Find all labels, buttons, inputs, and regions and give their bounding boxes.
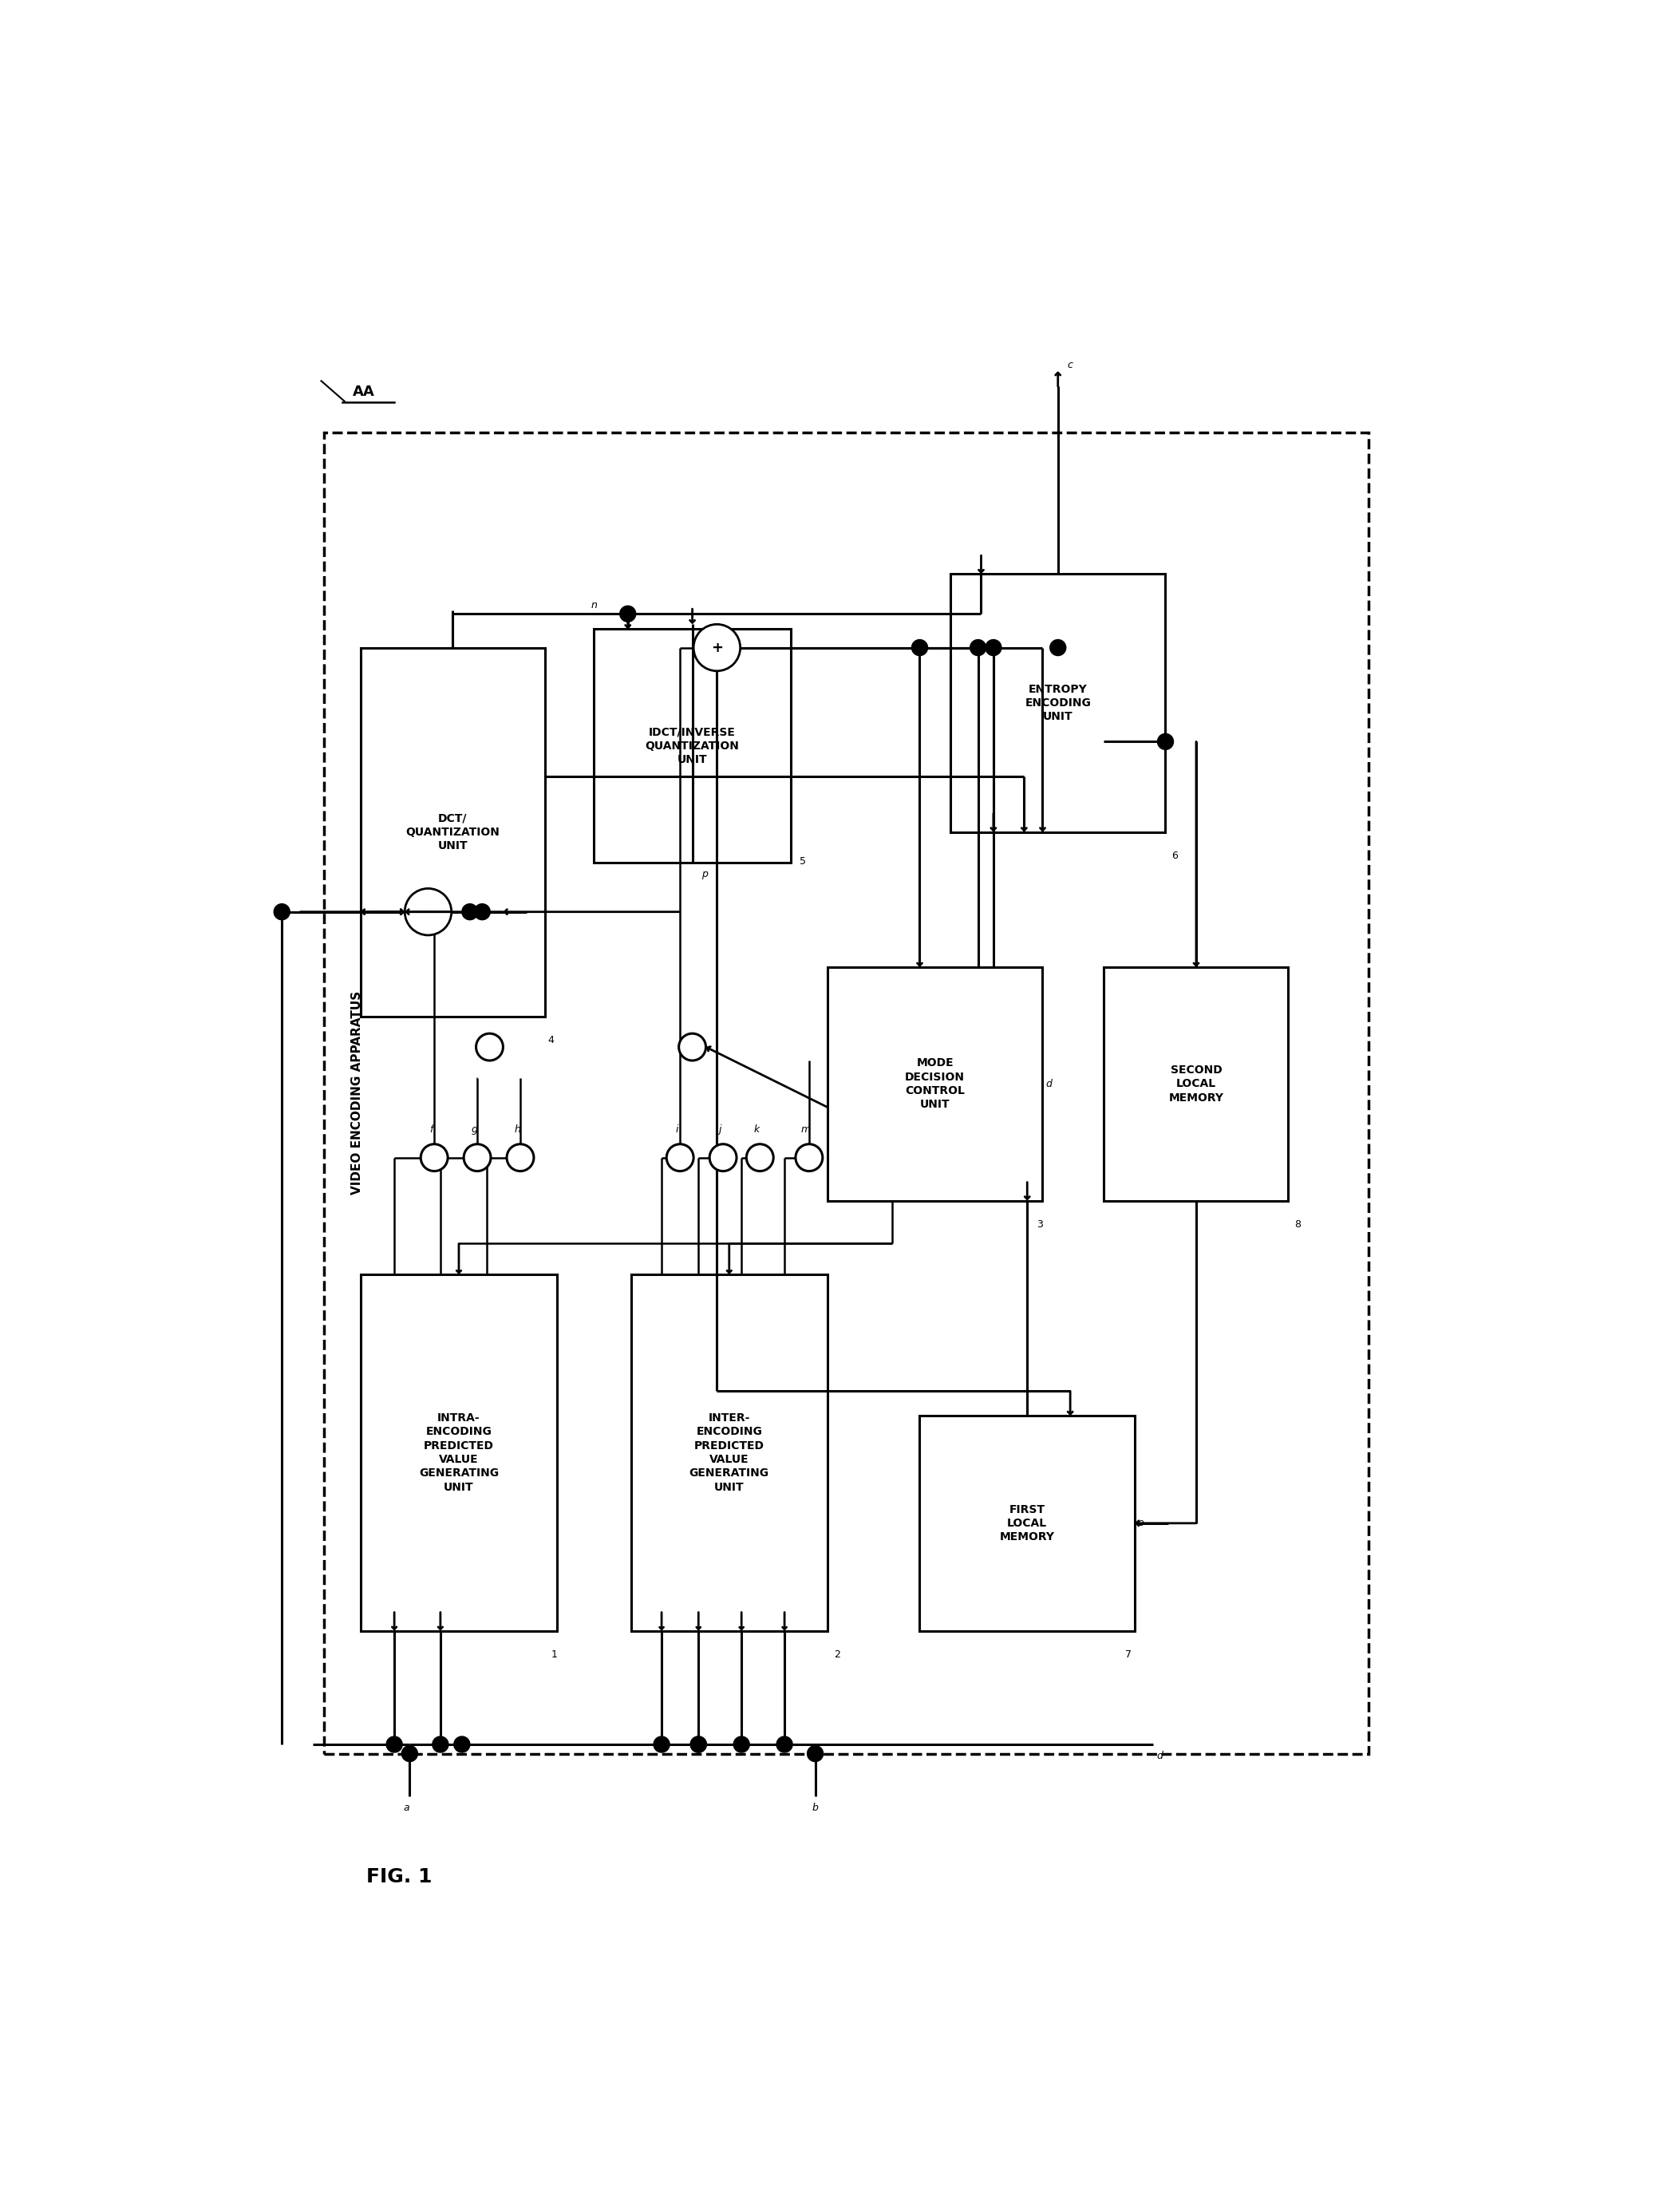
Text: SECOND
LOCAL
MEMORY: SECOND LOCAL MEMORY: [1168, 1064, 1223, 1104]
Text: b: b: [812, 1803, 819, 1814]
Circle shape: [475, 905, 490, 920]
FancyBboxPatch shape: [593, 628, 790, 863]
Circle shape: [461, 905, 478, 920]
Text: -: -: [424, 905, 431, 918]
Circle shape: [690, 1736, 707, 1752]
FancyBboxPatch shape: [324, 434, 1369, 1754]
Circle shape: [777, 1736, 792, 1752]
FancyBboxPatch shape: [632, 1274, 827, 1630]
Circle shape: [1049, 639, 1066, 655]
Text: m: m: [800, 1124, 810, 1135]
Text: INTER-
ENCODING
PREDICTED
VALUE
GENERATING
UNIT: INTER- ENCODING PREDICTED VALUE GENERATI…: [688, 1413, 769, 1493]
Circle shape: [465, 1144, 491, 1170]
Text: INTRA-
ENCODING
PREDICTED
VALUE
GENERATING
UNIT: INTRA- ENCODING PREDICTED VALUE GENERATI…: [419, 1413, 498, 1493]
Text: +: +: [710, 641, 724, 655]
Circle shape: [476, 1033, 503, 1060]
Text: IDCT/INVERSE
QUANTIZATION
UNIT: IDCT/INVERSE QUANTIZATION UNIT: [645, 726, 739, 765]
Circle shape: [386, 1736, 403, 1752]
Circle shape: [710, 1144, 737, 1170]
Circle shape: [274, 905, 289, 920]
FancyBboxPatch shape: [951, 573, 1165, 832]
FancyBboxPatch shape: [361, 648, 545, 1015]
FancyBboxPatch shape: [827, 967, 1043, 1201]
Text: d: d: [1156, 1750, 1163, 1761]
Text: 6: 6: [1171, 849, 1178, 860]
Circle shape: [667, 1144, 693, 1170]
Text: j: j: [719, 1124, 722, 1135]
Circle shape: [433, 1736, 448, 1752]
Text: e: e: [1138, 1517, 1145, 1528]
Text: 7: 7: [1126, 1650, 1131, 1659]
Text: FIG. 1: FIG. 1: [366, 1867, 433, 1887]
Circle shape: [734, 1736, 750, 1752]
Text: FIRST
LOCAL
MEMORY: FIRST LOCAL MEMORY: [999, 1504, 1054, 1542]
Circle shape: [986, 639, 1001, 655]
FancyBboxPatch shape: [919, 1416, 1135, 1630]
Circle shape: [455, 1736, 470, 1752]
Text: k: k: [754, 1124, 760, 1135]
Circle shape: [421, 1144, 448, 1170]
Text: 8: 8: [1295, 1219, 1302, 1230]
Circle shape: [404, 889, 451, 936]
Text: 2: 2: [834, 1650, 841, 1659]
Text: ENTROPY
ENCODING
UNIT: ENTROPY ENCODING UNIT: [1024, 684, 1091, 723]
Text: DCT/
QUANTIZATION
UNIT: DCT/ QUANTIZATION UNIT: [406, 812, 500, 852]
Text: n: n: [592, 599, 597, 611]
Text: 3: 3: [1036, 1219, 1043, 1230]
Text: VIDEO ENCODING APPARATUS: VIDEO ENCODING APPARATUS: [351, 991, 363, 1194]
Text: a: a: [404, 1803, 409, 1814]
Circle shape: [795, 1144, 822, 1170]
Text: d: d: [1046, 1079, 1053, 1088]
Text: 4: 4: [548, 1035, 555, 1044]
Text: i: i: [675, 1124, 678, 1135]
Text: p: p: [702, 869, 709, 878]
Circle shape: [620, 606, 635, 622]
FancyBboxPatch shape: [361, 1274, 556, 1630]
Text: AA: AA: [353, 385, 374, 398]
Text: c: c: [1068, 361, 1073, 369]
Circle shape: [747, 1144, 774, 1170]
Circle shape: [1158, 734, 1173, 750]
Circle shape: [653, 1736, 670, 1752]
Circle shape: [678, 1033, 705, 1060]
Circle shape: [690, 1736, 707, 1752]
Text: 1: 1: [551, 1650, 558, 1659]
Circle shape: [807, 1745, 824, 1761]
Text: MODE
DECISION
CONTROL
UNIT: MODE DECISION CONTROL UNIT: [906, 1057, 964, 1110]
Circle shape: [401, 1745, 418, 1761]
Circle shape: [971, 639, 986, 655]
Circle shape: [912, 639, 927, 655]
Text: 5: 5: [800, 856, 805, 867]
Text: h: h: [515, 1124, 520, 1135]
Text: f: f: [429, 1124, 433, 1135]
Circle shape: [506, 1144, 533, 1170]
Circle shape: [693, 624, 740, 670]
FancyBboxPatch shape: [1105, 967, 1288, 1201]
Text: g: g: [471, 1124, 478, 1135]
